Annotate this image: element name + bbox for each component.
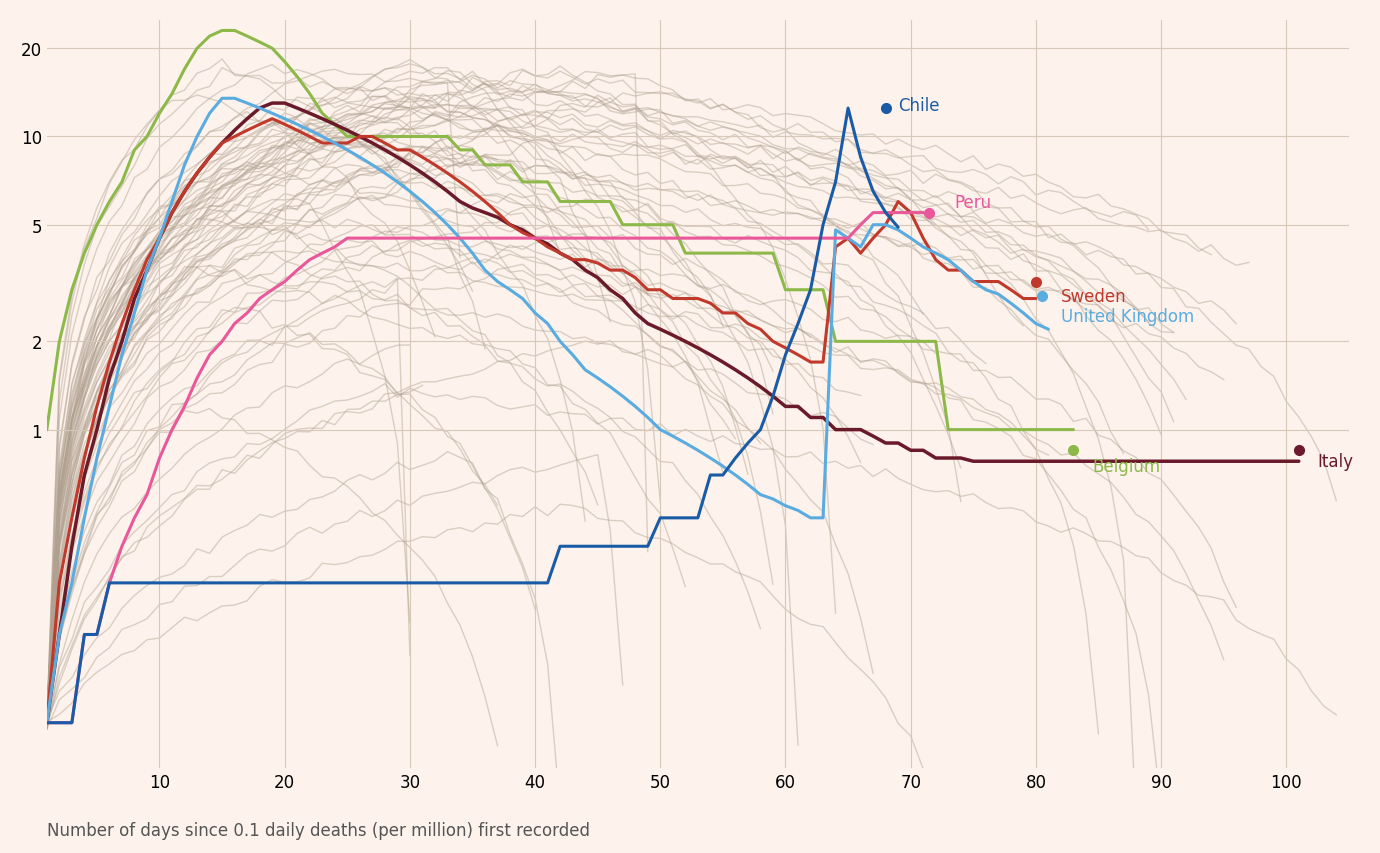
X-axis label: Number of days since 0.1 daily deaths (per million) first recorded: Number of days since 0.1 daily deaths (p…	[47, 821, 589, 838]
Text: Sweden: Sweden	[1061, 288, 1126, 306]
Text: Peru: Peru	[955, 194, 992, 212]
Text: Belgium: Belgium	[1092, 458, 1161, 476]
Text: Chile: Chile	[898, 97, 940, 115]
Text: Italy: Italy	[1318, 453, 1354, 471]
Text: United Kingdom: United Kingdom	[1061, 307, 1194, 325]
